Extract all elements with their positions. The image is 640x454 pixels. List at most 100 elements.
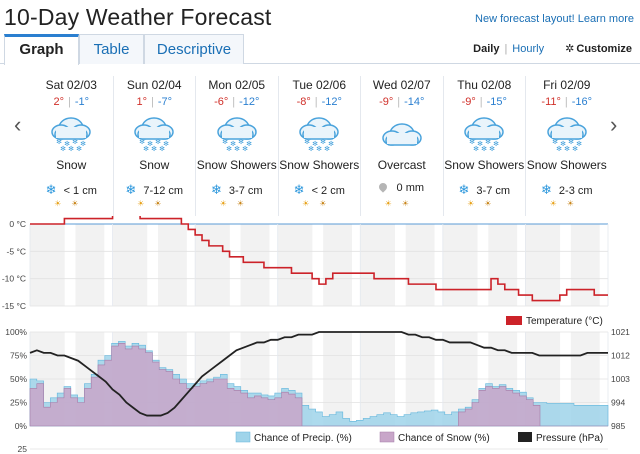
svg-text:✻: ✻ — [564, 145, 570, 153]
day-column[interactable]: Thu 02/08 -9° | -15° ✻ ✻ ✻ ✻ ✻ ✻ ✻ Snow Showers … — [442, 76, 526, 216]
snow-cloud-icon: ✻ ✻ ✻ ✻✻ ✻ ✻ — [547, 117, 587, 153]
condition-text: Snow Showers — [526, 158, 607, 172]
page-title: 10-Day Weather Forecast — [4, 4, 272, 30]
y-tick-label: -5 °C — [7, 246, 26, 256]
svg-text:✻: ✻ — [328, 140, 334, 148]
y2-tick-label: 994 — [611, 398, 625, 408]
snow-cloud-icon: ✻ ✻ ✻ ✻✻ ✻ ✻ — [299, 117, 339, 153]
precip-amount: ❄ 7-12 cm — [114, 182, 196, 197]
daily-option[interactable]: Daily — [473, 43, 500, 55]
svg-text:✻: ✻ — [246, 140, 252, 148]
sunrise-icon: ☀ — [219, 199, 237, 208]
svg-text:✻: ✻ — [572, 145, 578, 153]
night-band — [30, 224, 65, 306]
svg-text:✻: ✻ — [139, 138, 145, 146]
daily-forecast-strip: Sat 02/03 2° | -1° ✻ ✻ ✻ ✻ ✻ ✻ ✻ Snow ❄ < 1 cm ☀… — [30, 76, 608, 216]
day-column[interactable]: Sun 02/04 1° | -7° ✻ ✻ ✻ ✻ ✻ ✻ ✻ Snow ❄ 7-12 cm … — [112, 76, 196, 216]
svg-text:✻: ✻ — [238, 138, 244, 146]
night-band — [75, 224, 105, 306]
temp-separator: | — [232, 96, 236, 108]
day-column[interactable]: Wed 02/07 -9° | -14° Overcast 0 mm ☀☀ — [360, 76, 443, 216]
precip-amount: ❄ 3-7 cm — [444, 182, 526, 197]
svg-text:✻: ✻ — [324, 145, 330, 153]
night-band — [195, 224, 230, 306]
day-date: Thu 02/08 — [457, 78, 512, 92]
day-column[interactable]: Mon 02/05 -6° | -12° ✻ ✻ ✻ ✻ ✻ ✻ ✻ Snow Showers … — [195, 76, 278, 216]
night-band — [277, 224, 313, 306]
night-band — [157, 224, 187, 306]
svg-text:✻: ✻ — [151, 145, 157, 153]
day-column[interactable]: Sat 02/03 2° | -1° ✻ ✻ ✻ ✻ ✻ ✻ ✻ Snow ❄ < 1 cm ☀… — [30, 76, 113, 216]
day-column[interactable]: Tue 02/06 -8° | -12° ✻ ✻ ✻ ✻ ✻ ✻ ✻ Snow Showers … — [277, 76, 361, 216]
day-date: Mon 02/05 — [208, 78, 266, 92]
tab-descriptive[interactable]: Descriptive — [144, 34, 244, 64]
sun-times: ☀☀ — [444, 199, 526, 209]
svg-text:✻: ✻ — [163, 140, 169, 148]
svg-text:✻: ✻ — [316, 145, 322, 153]
svg-text:✻: ✻ — [560, 140, 566, 148]
sunrise-icon: ☀ — [467, 199, 485, 208]
y2-tick-label: 985 — [611, 421, 625, 431]
condition-text: Snow Showers — [444, 158, 525, 172]
sun-times: ☀☀ — [196, 199, 278, 209]
precip-amount-value: < 1 cm — [63, 185, 97, 197]
view-tabs: Graph Table Descriptive — [0, 34, 640, 65]
svg-text:✻: ✻ — [489, 145, 495, 153]
y-tick-label: 100% — [5, 327, 27, 337]
high-temp: 2° — [53, 96, 64, 108]
svg-text:✻: ✻ — [234, 145, 240, 153]
high-temp: -8° — [296, 96, 311, 108]
precip-amount-value: 3-7 cm — [476, 185, 511, 197]
raindrop-icon — [377, 181, 390, 193]
condition-text: Snow — [56, 158, 87, 172]
snowflake-icon: ❄ — [45, 182, 57, 197]
day-temps: -8° | -12° — [279, 96, 361, 110]
svg-text:✻: ✻ — [60, 145, 66, 153]
sunrise-icon: ☀ — [384, 199, 402, 208]
high-temp: -9° — [379, 96, 394, 108]
svg-text:✻: ✻ — [76, 145, 82, 153]
temperature-legend-swatch — [506, 316, 522, 325]
condition-text: Snow Showers — [279, 158, 360, 172]
precip-amount: ❄ 3-7 cm — [196, 182, 278, 197]
svg-text:✻: ✻ — [576, 140, 582, 148]
snowflake-icon: ❄ — [293, 182, 305, 197]
hourly-option[interactable]: Hourly — [512, 43, 545, 55]
sun-times: ☀☀ — [279, 199, 361, 209]
day-temps: -9° | -15° — [444, 96, 526, 110]
precip-amount-value: < 2 cm — [311, 185, 345, 197]
day-date: Fri 02/09 — [543, 78, 591, 92]
high-temp: -11° — [541, 96, 561, 108]
svg-text:✻: ✻ — [556, 145, 562, 153]
temperature-line — [30, 216, 608, 302]
sun-times: ☀☀ — [30, 199, 113, 209]
temp-separator: | — [479, 96, 483, 108]
precip-amount-value: 3-7 cm — [228, 185, 263, 197]
low-temp: -16° — [571, 96, 593, 108]
svg-text:✻: ✻ — [64, 140, 70, 148]
day-temps: -6° | -12° — [196, 96, 278, 110]
snow-chance-area — [29, 342, 608, 427]
svg-text:✻: ✻ — [473, 145, 479, 153]
new-layout-link[interactable]: New forecast layout! Learn more — [475, 13, 634, 25]
customize-button[interactable]: ✲ Customize — [565, 42, 632, 55]
svg-text:✻: ✻ — [56, 138, 62, 146]
tab-graph[interactable]: Graph — [4, 34, 79, 65]
svg-text:✻: ✻ — [481, 145, 487, 153]
sunset-icon: ☀ — [484, 199, 502, 208]
svg-text:✻: ✻ — [230, 140, 236, 148]
day-temps: 1° | -7° — [114, 96, 196, 110]
night-band — [525, 224, 561, 306]
day-column[interactable]: Fri 02/09 -11° | -16° ✻ ✻ ✻ ✻ ✻ ✻ ✻ Snow Showers… — [525, 76, 608, 216]
prev-days-button[interactable]: ‹ — [14, 112, 22, 137]
condition-text: Snow — [139, 158, 170, 172]
tab-table[interactable]: Table — [79, 34, 144, 64]
next-days-button[interactable]: › — [610, 112, 618, 137]
low-temp: -7° — [157, 96, 173, 108]
svg-text:✻: ✻ — [320, 138, 326, 146]
overcast-cloud-icon — [382, 123, 422, 146]
customize-label: Customize — [576, 43, 632, 55]
night-band — [488, 224, 518, 306]
sunrise-icon: ☀ — [302, 199, 320, 208]
precip-amount-value: 0 mm — [396, 182, 425, 194]
